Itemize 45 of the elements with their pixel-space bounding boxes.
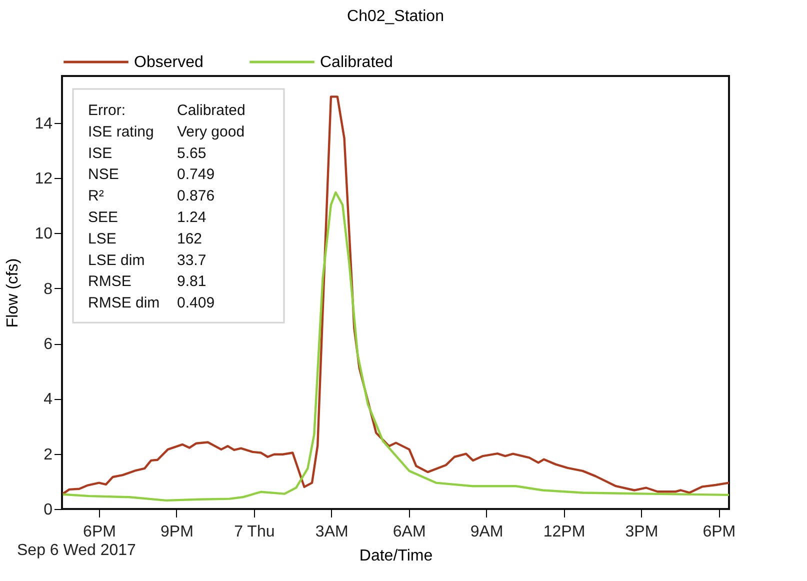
x-tick-label: 7 Thu	[234, 524, 275, 540]
y-tick-label: 2	[44, 446, 53, 464]
annotation: ISE rating	[88, 123, 154, 140]
annotation: 33.7	[177, 252, 206, 269]
line-series	[62, 191, 729, 502]
annotation: Very good	[177, 123, 245, 140]
y-tick-label: 0	[44, 502, 53, 518]
x-tick-label: 9PM	[160, 524, 194, 540]
annotation: 162	[177, 230, 202, 248]
y-axis-title: Flow (cfs)	[4, 258, 22, 328]
annotation: RMSE	[88, 273, 132, 290]
x-tick-label: 3PM	[625, 524, 658, 540]
x-tick-label: 9AM	[470, 524, 504, 540]
annotation: RMSE dim	[88, 294, 160, 312]
annotation: NSE	[88, 166, 119, 184]
annotation: 9.81	[177, 273, 206, 290]
annotation: LSE	[88, 230, 116, 248]
y-tick-label: 14	[34, 115, 53, 132]
x-tick-label: 12PM	[543, 524, 586, 540]
legend-label: Observed	[134, 54, 204, 71]
chart-title: Ch02_Station	[347, 8, 444, 25]
x-tick-label: 6PM	[83, 524, 116, 540]
annotation: Calibrated	[177, 102, 246, 119]
annotation: SEE	[88, 209, 118, 226]
annotation: 0.876	[177, 188, 215, 205]
y-tick-label: 8	[44, 280, 53, 298]
annotation: R²	[88, 188, 104, 205]
annotation: 1.24	[177, 209, 206, 226]
x-tick-label: 6AM	[392, 524, 426, 540]
annotation: 0.749	[177, 166, 215, 184]
annotation: 0.409	[177, 294, 215, 312]
x-tick-label: 3AM	[315, 524, 348, 540]
y-tick-label: 10	[34, 226, 53, 243]
annotation: Error:	[88, 102, 126, 119]
text: Sep 6 Wed 2017	[17, 542, 136, 559]
y-tick-label: 4	[44, 391, 53, 408]
x-axis-title: Date/Time	[359, 548, 433, 564]
annotation: ISE	[88, 144, 112, 162]
line-series	[62, 96, 729, 495]
annotation: LSE dim	[88, 252, 145, 269]
y-tick-label: 12	[34, 170, 53, 188]
x-tick-label: 6PM	[702, 524, 736, 540]
y-tick-label: 6	[44, 336, 53, 354]
legend-label: Calibrated	[320, 54, 393, 71]
annotation: 5.65	[177, 144, 206, 162]
